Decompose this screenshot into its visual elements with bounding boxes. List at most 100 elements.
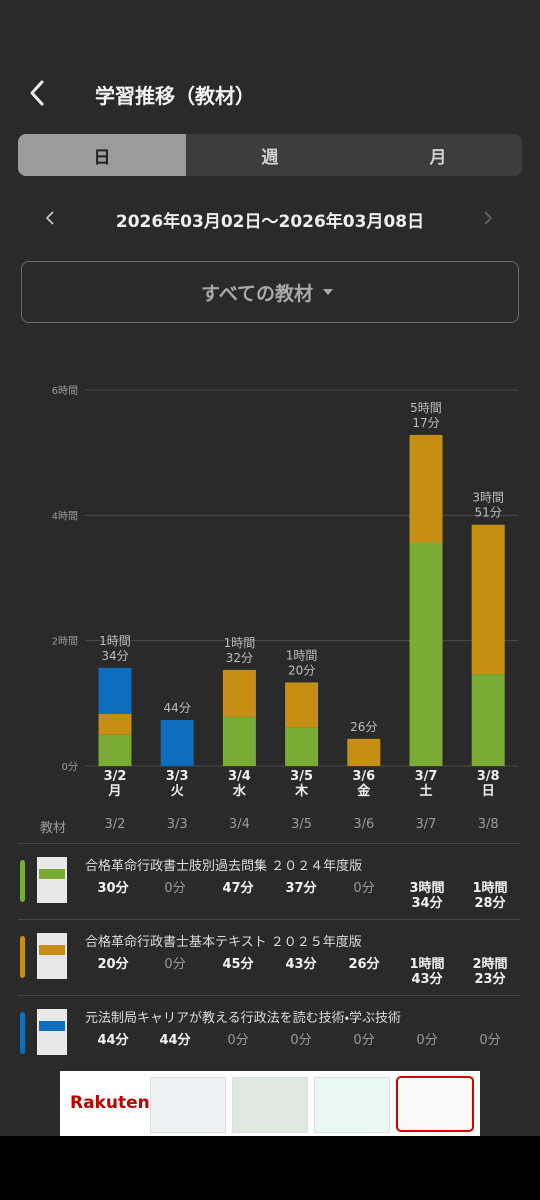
row-value: 43分	[285, 957, 317, 972]
column-date: 3/7	[415, 817, 437, 832]
total-label: 1時間	[286, 648, 318, 662]
total-label: 5時間	[410, 401, 442, 415]
column-date: 3/5	[291, 817, 313, 832]
legend-swatch	[20, 1012, 25, 1054]
nav-bar	[0, 1136, 540, 1200]
period-tab[interactable]: 週	[261, 147, 279, 168]
ad-banner[interactable]: Rakuten	[60, 1071, 480, 1136]
row-value: 2時間23分	[472, 957, 508, 987]
x-weekday-label: 土	[419, 783, 432, 799]
date-range: 2026年03月02日〜2026年03月08日	[115, 212, 425, 232]
bar-segment	[471, 524, 505, 675]
y-tick-label: 2時間	[52, 636, 78, 648]
row-value: 1時間43分	[409, 957, 445, 987]
x-tick-label: 3/4	[228, 769, 251, 784]
x-weekday-label: 金	[357, 783, 371, 799]
legend-label: 合格革命行政書士基本テキスト ２０２５年度版	[85, 935, 362, 950]
row-separator	[18, 995, 520, 996]
bar-segment	[409, 542, 443, 766]
bar-segment	[285, 727, 319, 766]
row-separator	[18, 919, 520, 920]
row-value: 0分	[227, 1033, 249, 1048]
row-value: 20分	[97, 957, 129, 972]
row-value: 30分	[97, 881, 129, 896]
bar-segment	[471, 674, 505, 766]
period-tab[interactable]: 日	[18, 134, 186, 176]
prev-button[interactable]	[42, 208, 58, 228]
total-label: 20分	[288, 663, 315, 677]
total-label: 44分	[164, 701, 191, 715]
period-tab[interactable]: 月	[429, 147, 447, 168]
total-label: 1時間	[224, 636, 256, 650]
row-value: 0分	[164, 957, 186, 972]
y-tick-label: 0分	[62, 761, 78, 773]
bar-segment	[160, 720, 194, 766]
bar-segment	[222, 669, 256, 717]
total-label: 34分	[101, 649, 128, 663]
total-label: 32分	[226, 651, 253, 665]
ad-image	[232, 1077, 308, 1133]
y-tick-label: 4時間	[52, 510, 78, 522]
row-value: 26分	[348, 957, 380, 972]
x-tick-label: 3/7	[415, 769, 438, 784]
bar-segment	[222, 716, 256, 766]
row-value: 44分	[159, 1033, 191, 1048]
page-title: 学習推移（教材）	[95, 84, 255, 108]
row-value: 44分	[97, 1033, 129, 1048]
column-date: 3/4	[228, 817, 250, 832]
legend-label: 合格革命行政書士肢別過去問集 ２０２４年度版	[85, 859, 363, 874]
bar-segment	[285, 682, 319, 728]
material-filter[interactable]: すべての教材	[21, 261, 519, 323]
book-icon	[37, 857, 67, 903]
row-value: 0分	[353, 881, 375, 896]
period-tabs: 日週月	[18, 134, 522, 176]
total-label: 17分	[412, 416, 439, 430]
table-header: 教材	[40, 821, 67, 836]
column-date: 3/2	[104, 817, 126, 832]
row-separator	[18, 843, 520, 844]
x-tick-label: 3/3	[166, 769, 189, 784]
total-label: 51分	[475, 506, 502, 520]
book-icon-band	[39, 945, 65, 955]
dropdown-arrow	[322, 289, 333, 295]
book-icon-band	[39, 1021, 65, 1031]
x-weekday-label: 木	[294, 783, 309, 799]
column-date: 3/8	[477, 817, 499, 832]
book-icon	[37, 933, 67, 979]
book-icon	[37, 1009, 67, 1055]
x-tick-label: 3/5	[290, 769, 313, 784]
row-value: 0分	[290, 1033, 312, 1048]
bar-segment	[98, 713, 132, 735]
row-value: 0分	[479, 1033, 501, 1048]
row-value: 45分	[222, 957, 254, 972]
row-value: 3時間34分	[409, 881, 445, 911]
book-icon-band	[39, 869, 65, 879]
x-weekday-label: 日	[482, 784, 495, 799]
total-label: 26分	[350, 720, 377, 734]
legend-label: 元法制局キャリアが教える行政法を読む技術・学ぶ技術	[85, 1011, 402, 1026]
x-weekday-label: 月	[107, 784, 121, 799]
x-tick-label: 3/2	[104, 769, 127, 784]
filter-label: すべての教材	[201, 282, 313, 305]
legend-swatch	[20, 936, 25, 978]
bar-segment	[98, 667, 132, 714]
total-label: 3時間	[472, 491, 504, 505]
legend-swatch	[20, 860, 25, 902]
row-value: 0分	[416, 1033, 438, 1048]
row-value: 0分	[164, 881, 186, 896]
ad-image	[314, 1077, 390, 1133]
total-label: 1時間	[99, 634, 131, 648]
y-tick-label: 6時間	[52, 385, 78, 397]
back-button[interactable]	[24, 78, 52, 108]
bar-segment	[347, 738, 381, 766]
column-date: 3/6	[353, 817, 375, 832]
x-tick-label: 3/8	[477, 769, 500, 784]
next-button[interactable]	[480, 208, 496, 228]
ad-image	[150, 1077, 226, 1133]
row-value: 1時間28分	[472, 881, 508, 911]
bar-segment	[98, 734, 132, 766]
ad-brand: Rakuten	[70, 1093, 150, 1113]
column-date: 3/3	[166, 817, 188, 832]
row-value: 47分	[222, 881, 254, 896]
row-value: 37分	[285, 881, 317, 896]
